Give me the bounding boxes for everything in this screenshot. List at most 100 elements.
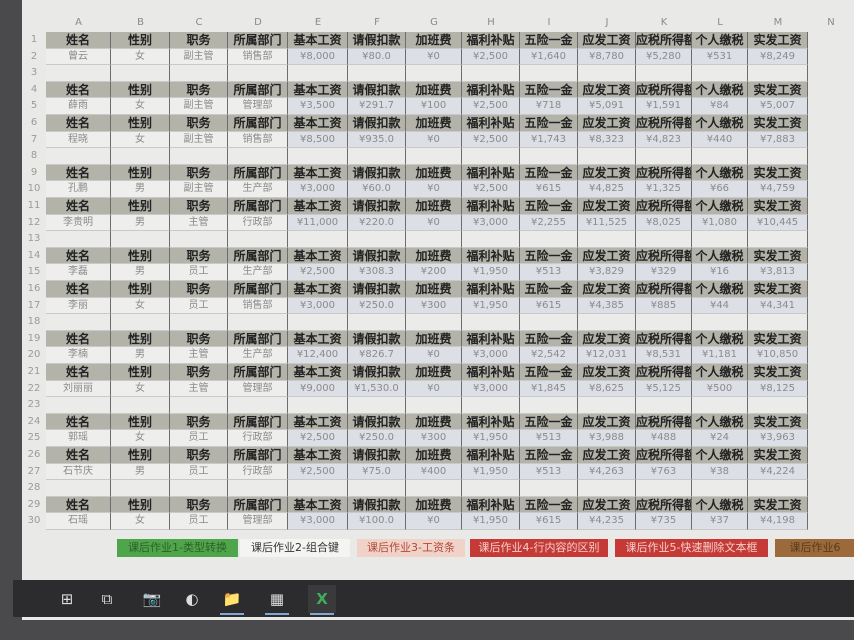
empty-cell[interactable]: [111, 314, 170, 331]
data-cell[interactable]: 李丽: [46, 297, 111, 315]
header-cell[interactable]: 请假扣款: [348, 32, 406, 49]
browser-icon[interactable]: ◐: [185, 590, 199, 608]
header-cell[interactable]: 五险一金: [520, 447, 578, 464]
header-cell[interactable]: 所属部门: [228, 81, 288, 99]
data-cell[interactable]: ¥488: [636, 430, 692, 447]
header-cell[interactable]: 所属部门: [228, 247, 288, 265]
empty-cell[interactable]: [692, 397, 748, 414]
data-cell[interactable]: ¥4,341: [748, 297, 808, 315]
empty-cell[interactable]: [520, 148, 578, 165]
header-cell[interactable]: 实发工资: [748, 115, 808, 132]
header-cell[interactable]: 加班费: [406, 32, 462, 49]
empty-cell[interactable]: [170, 231, 228, 248]
row-header-27[interactable]: 27: [27, 465, 41, 477]
empty-cell[interactable]: [348, 314, 406, 331]
header-cell[interactable]: 性别: [111, 496, 170, 514]
empty-cell[interactable]: [170, 480, 228, 497]
empty-cell[interactable]: [636, 148, 692, 165]
data-cell[interactable]: 员工: [170, 297, 228, 315]
data-cell[interactable]: ¥80.0: [348, 48, 406, 66]
data-cell[interactable]: ¥3,000: [288, 297, 348, 315]
header-cell[interactable]: 性别: [111, 115, 170, 132]
data-cell[interactable]: ¥100: [406, 98, 462, 115]
header-cell[interactable]: 姓名: [46, 413, 111, 431]
empty-cell[interactable]: [636, 231, 692, 248]
header-cell[interactable]: 应发工资: [578, 447, 636, 464]
empty-cell[interactable]: [406, 480, 462, 497]
row-header-28[interactable]: 28: [27, 482, 41, 494]
data-cell[interactable]: ¥4,759: [748, 181, 808, 198]
empty-cell[interactable]: [288, 397, 348, 414]
header-cell[interactable]: 基本工资: [288, 447, 348, 464]
header-cell[interactable]: 姓名: [46, 330, 111, 348]
data-cell[interactable]: ¥200: [406, 264, 462, 281]
header-cell[interactable]: 加班费: [406, 447, 462, 464]
header-cell[interactable]: 应发工资: [578, 496, 636, 514]
data-cell[interactable]: 管理部: [228, 513, 288, 530]
header-cell[interactable]: 加班费: [406, 164, 462, 182]
sheet-tab-5[interactable]: 课后作业5-快速删除文本框: [615, 539, 768, 557]
sheet-tab-3[interactable]: 课后作业3-工资条: [357, 539, 465, 557]
data-cell[interactable]: ¥8,125: [748, 380, 808, 398]
column-header-M[interactable]: M: [773, 17, 783, 28]
data-cell[interactable]: ¥1,950: [462, 297, 520, 315]
empty-cell[interactable]: [288, 480, 348, 497]
empty-cell[interactable]: [170, 314, 228, 331]
header-cell[interactable]: 请假扣款: [348, 413, 406, 431]
header-cell[interactable]: 职务: [170, 364, 228, 381]
row-header-19[interactable]: 19: [27, 332, 41, 344]
empty-cell[interactable]: [111, 397, 170, 414]
data-cell[interactable]: ¥12,400: [288, 347, 348, 364]
data-cell[interactable]: ¥2,500: [288, 264, 348, 281]
empty-cell[interactable]: [748, 65, 808, 82]
header-cell[interactable]: 五险一金: [520, 247, 578, 265]
header-cell[interactable]: 五险一金: [520, 281, 578, 298]
row-header-17[interactable]: 17: [27, 299, 41, 311]
data-cell[interactable]: ¥9,000: [288, 380, 348, 398]
empty-cell[interactable]: [170, 148, 228, 165]
header-cell[interactable]: 实发工资: [748, 81, 808, 99]
row-header-8[interactable]: 8: [30, 150, 38, 162]
data-cell[interactable]: 销售部: [228, 297, 288, 315]
header-cell[interactable]: 福利补贴: [462, 330, 520, 348]
row-header-29[interactable]: 29: [27, 498, 41, 510]
data-cell[interactable]: 副主管: [170, 181, 228, 198]
header-cell[interactable]: 请假扣款: [348, 447, 406, 464]
data-cell[interactable]: ¥8,025: [636, 214, 692, 232]
header-cell[interactable]: 实发工资: [748, 247, 808, 265]
data-cell[interactable]: ¥44: [692, 297, 748, 315]
row-header-18[interactable]: 18: [27, 316, 41, 328]
empty-cell[interactable]: [748, 231, 808, 248]
header-cell[interactable]: 福利补贴: [462, 115, 520, 132]
header-cell[interactable]: 加班费: [406, 496, 462, 514]
empty-cell[interactable]: [578, 231, 636, 248]
empty-cell[interactable]: [748, 480, 808, 497]
empty-cell[interactable]: [348, 397, 406, 414]
empty-cell[interactable]: [578, 148, 636, 165]
header-cell[interactable]: 应税所得额: [636, 198, 692, 215]
header-cell[interactable]: 应发工资: [578, 32, 636, 49]
column-header-G[interactable]: G: [430, 17, 438, 28]
empty-cell[interactable]: [462, 148, 520, 165]
header-cell[interactable]: 福利补贴: [462, 281, 520, 298]
empty-cell[interactable]: [520, 65, 578, 82]
column-header-L[interactable]: L: [717, 17, 723, 28]
header-cell[interactable]: 基本工资: [288, 330, 348, 348]
data-cell[interactable]: ¥4,198: [748, 513, 808, 530]
data-cell[interactable]: 刘丽丽: [46, 380, 111, 398]
header-cell[interactable]: 应税所得额: [636, 496, 692, 514]
header-cell[interactable]: 加班费: [406, 281, 462, 298]
empty-cell[interactable]: [520, 231, 578, 248]
data-cell[interactable]: 生产部: [228, 347, 288, 364]
header-cell[interactable]: 所属部门: [228, 447, 288, 464]
data-cell[interactable]: ¥3,000: [288, 513, 348, 530]
header-cell[interactable]: 实发工资: [748, 198, 808, 215]
data-cell[interactable]: ¥291.7: [348, 98, 406, 115]
data-cell[interactable]: 生产部: [228, 181, 288, 198]
data-cell[interactable]: 副主管: [170, 48, 228, 66]
header-cell[interactable]: 性别: [111, 413, 170, 431]
empty-cell[interactable]: [406, 148, 462, 165]
row-header-20[interactable]: 20: [27, 349, 41, 361]
header-cell[interactable]: 应税所得额: [636, 115, 692, 132]
data-cell[interactable]: ¥1,640: [520, 48, 578, 66]
